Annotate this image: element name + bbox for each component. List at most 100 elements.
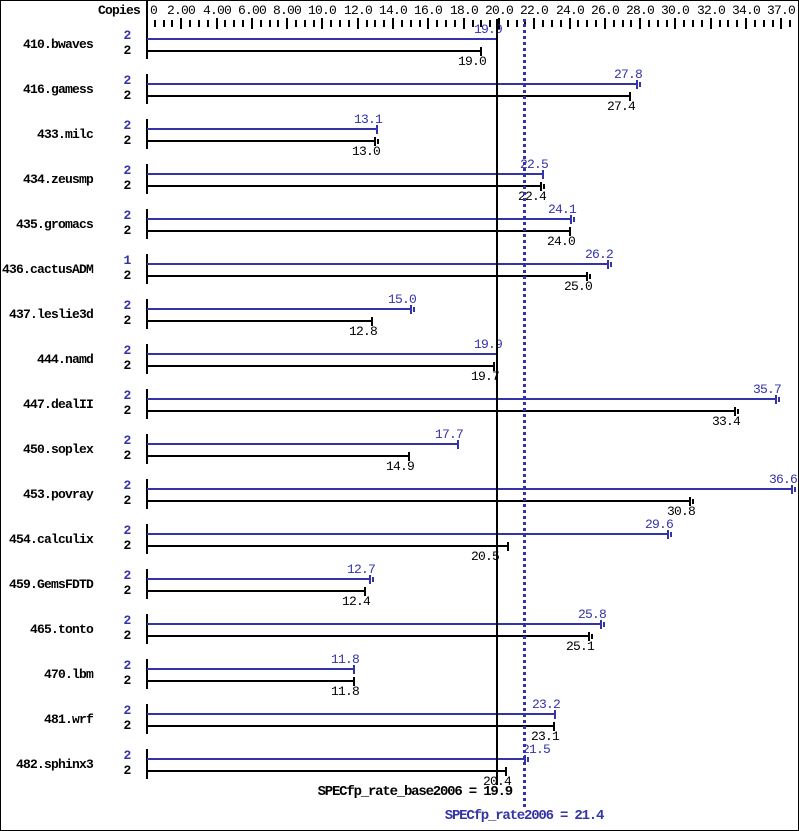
axis-tick	[419, 20, 421, 27]
benchmark-label: 436.cactusADM	[1, 262, 94, 277]
peak-error-tick	[794, 487, 796, 492]
peak-bar-cap	[791, 485, 793, 494]
base-mean-line	[496, 19, 498, 785]
base-bar	[147, 230, 570, 232]
base-value-label: 30.8	[666, 504, 696, 519]
axis-label: 18.0	[449, 3, 479, 18]
base-error-tick	[591, 634, 593, 639]
axis-tick	[436, 20, 438, 27]
base-copies: 2	[123, 538, 131, 553]
row-axis-segment	[146, 524, 148, 554]
axis-tick	[577, 20, 579, 27]
peak-copies: 2	[123, 748, 131, 763]
base-bar-cap	[374, 137, 376, 146]
peak-copies: 2	[123, 388, 131, 403]
base-copies: 2	[123, 493, 131, 508]
peak-error-tick	[413, 307, 415, 312]
base-copies: 2	[123, 223, 131, 238]
axis-tick	[622, 20, 624, 27]
row-axis-segment	[146, 299, 148, 329]
peak-error-tick	[573, 217, 575, 222]
base-bar	[147, 770, 506, 772]
base-bar	[147, 50, 481, 52]
benchmark-label: 410.bwaves	[22, 37, 94, 52]
axis-tick	[304, 20, 306, 27]
peak-bar-cap	[667, 530, 669, 539]
row-axis-segment	[146, 389, 148, 419]
peak-bar-cap	[607, 260, 609, 269]
axis-label: 37.0	[766, 3, 796, 18]
benchmark-label: 453.povray	[22, 487, 94, 502]
base-bar-cap	[507, 542, 509, 551]
peak-value-label: 35.7	[752, 382, 782, 397]
base-copies: 2	[123, 673, 131, 688]
axis-tick	[260, 20, 262, 27]
row-axis-segment	[146, 29, 148, 59]
base-bar-cap	[586, 272, 588, 281]
row-axis-segment	[146, 164, 148, 194]
base-bar-cap	[569, 227, 571, 236]
peak-error-tick	[610, 262, 612, 267]
peak-copies: 2	[123, 523, 131, 538]
base-value-label: 27.4	[606, 99, 636, 114]
peak-value-label: 22.5	[519, 157, 549, 172]
base-bar	[147, 635, 589, 637]
y-axis-line	[146, 1, 148, 29]
base-error-tick	[692, 499, 694, 504]
axis-tick	[163, 20, 165, 27]
axis-tick	[613, 20, 615, 27]
axis-tick	[480, 20, 482, 27]
base-copies: 2	[123, 448, 131, 463]
axis-tick	[560, 20, 562, 27]
axis-tick	[313, 20, 315, 27]
base-bar	[147, 365, 494, 367]
axis-tick	[277, 20, 279, 27]
copies-column-header: Copies	[97, 3, 141, 18]
peak-bar-cap	[353, 665, 355, 674]
axis-tick	[251, 18, 253, 29]
base-bar	[147, 590, 365, 592]
axis-label: 10.0	[307, 3, 337, 18]
peak-error-tick	[778, 397, 780, 402]
axis-tick	[445, 20, 447, 27]
axis-tick	[463, 18, 465, 29]
axis-tick	[330, 20, 332, 27]
row-axis-segment	[146, 119, 148, 149]
peak-error-tick	[603, 622, 605, 627]
axis-label: 8.00	[272, 3, 302, 18]
peak-bar	[147, 398, 776, 400]
axis-label: 6.00	[237, 3, 267, 18]
peak-bar	[147, 173, 543, 175]
peak-copies: 2	[123, 298, 131, 313]
axis-tick	[489, 20, 491, 27]
axis-tick	[745, 18, 747, 29]
peak-copies: 2	[123, 478, 131, 493]
axis-tick	[727, 20, 729, 27]
peak-error-tick	[639, 82, 641, 87]
axis-tick	[719, 20, 721, 27]
benchmark-label: 481.wrf	[43, 712, 94, 727]
base-value-label: 23.1	[530, 729, 560, 744]
axis-tick	[604, 18, 606, 29]
row-axis-segment	[146, 344, 148, 374]
axis-tick	[507, 20, 509, 27]
base-bar-cap	[689, 497, 691, 506]
peak-bar-cap	[410, 305, 412, 314]
peak-copies: 2	[123, 568, 131, 583]
peak-value-label: 13.1	[353, 112, 383, 127]
peak-copies: 2	[123, 343, 131, 358]
benchmark-label: 433.milc	[36, 127, 94, 142]
axis-tick	[366, 20, 368, 27]
row-axis-segment	[146, 254, 148, 284]
axis-label: 14.0	[378, 3, 408, 18]
axis-label: 22.0	[519, 3, 549, 18]
peak-value-label: 27.8	[613, 67, 643, 82]
axis-label: 20.0	[484, 3, 514, 18]
axis-label: 16.0	[413, 3, 443, 18]
benchmark-label: 450.soplex	[22, 442, 94, 457]
base-value-label: 11.8	[330, 684, 360, 699]
base-bar-cap	[588, 632, 590, 641]
base-copies: 2	[123, 583, 131, 598]
peak-summary-label: SPECfp_rate2006 = 21.4	[444, 808, 605, 824]
axis-label: 30.0	[660, 3, 690, 18]
